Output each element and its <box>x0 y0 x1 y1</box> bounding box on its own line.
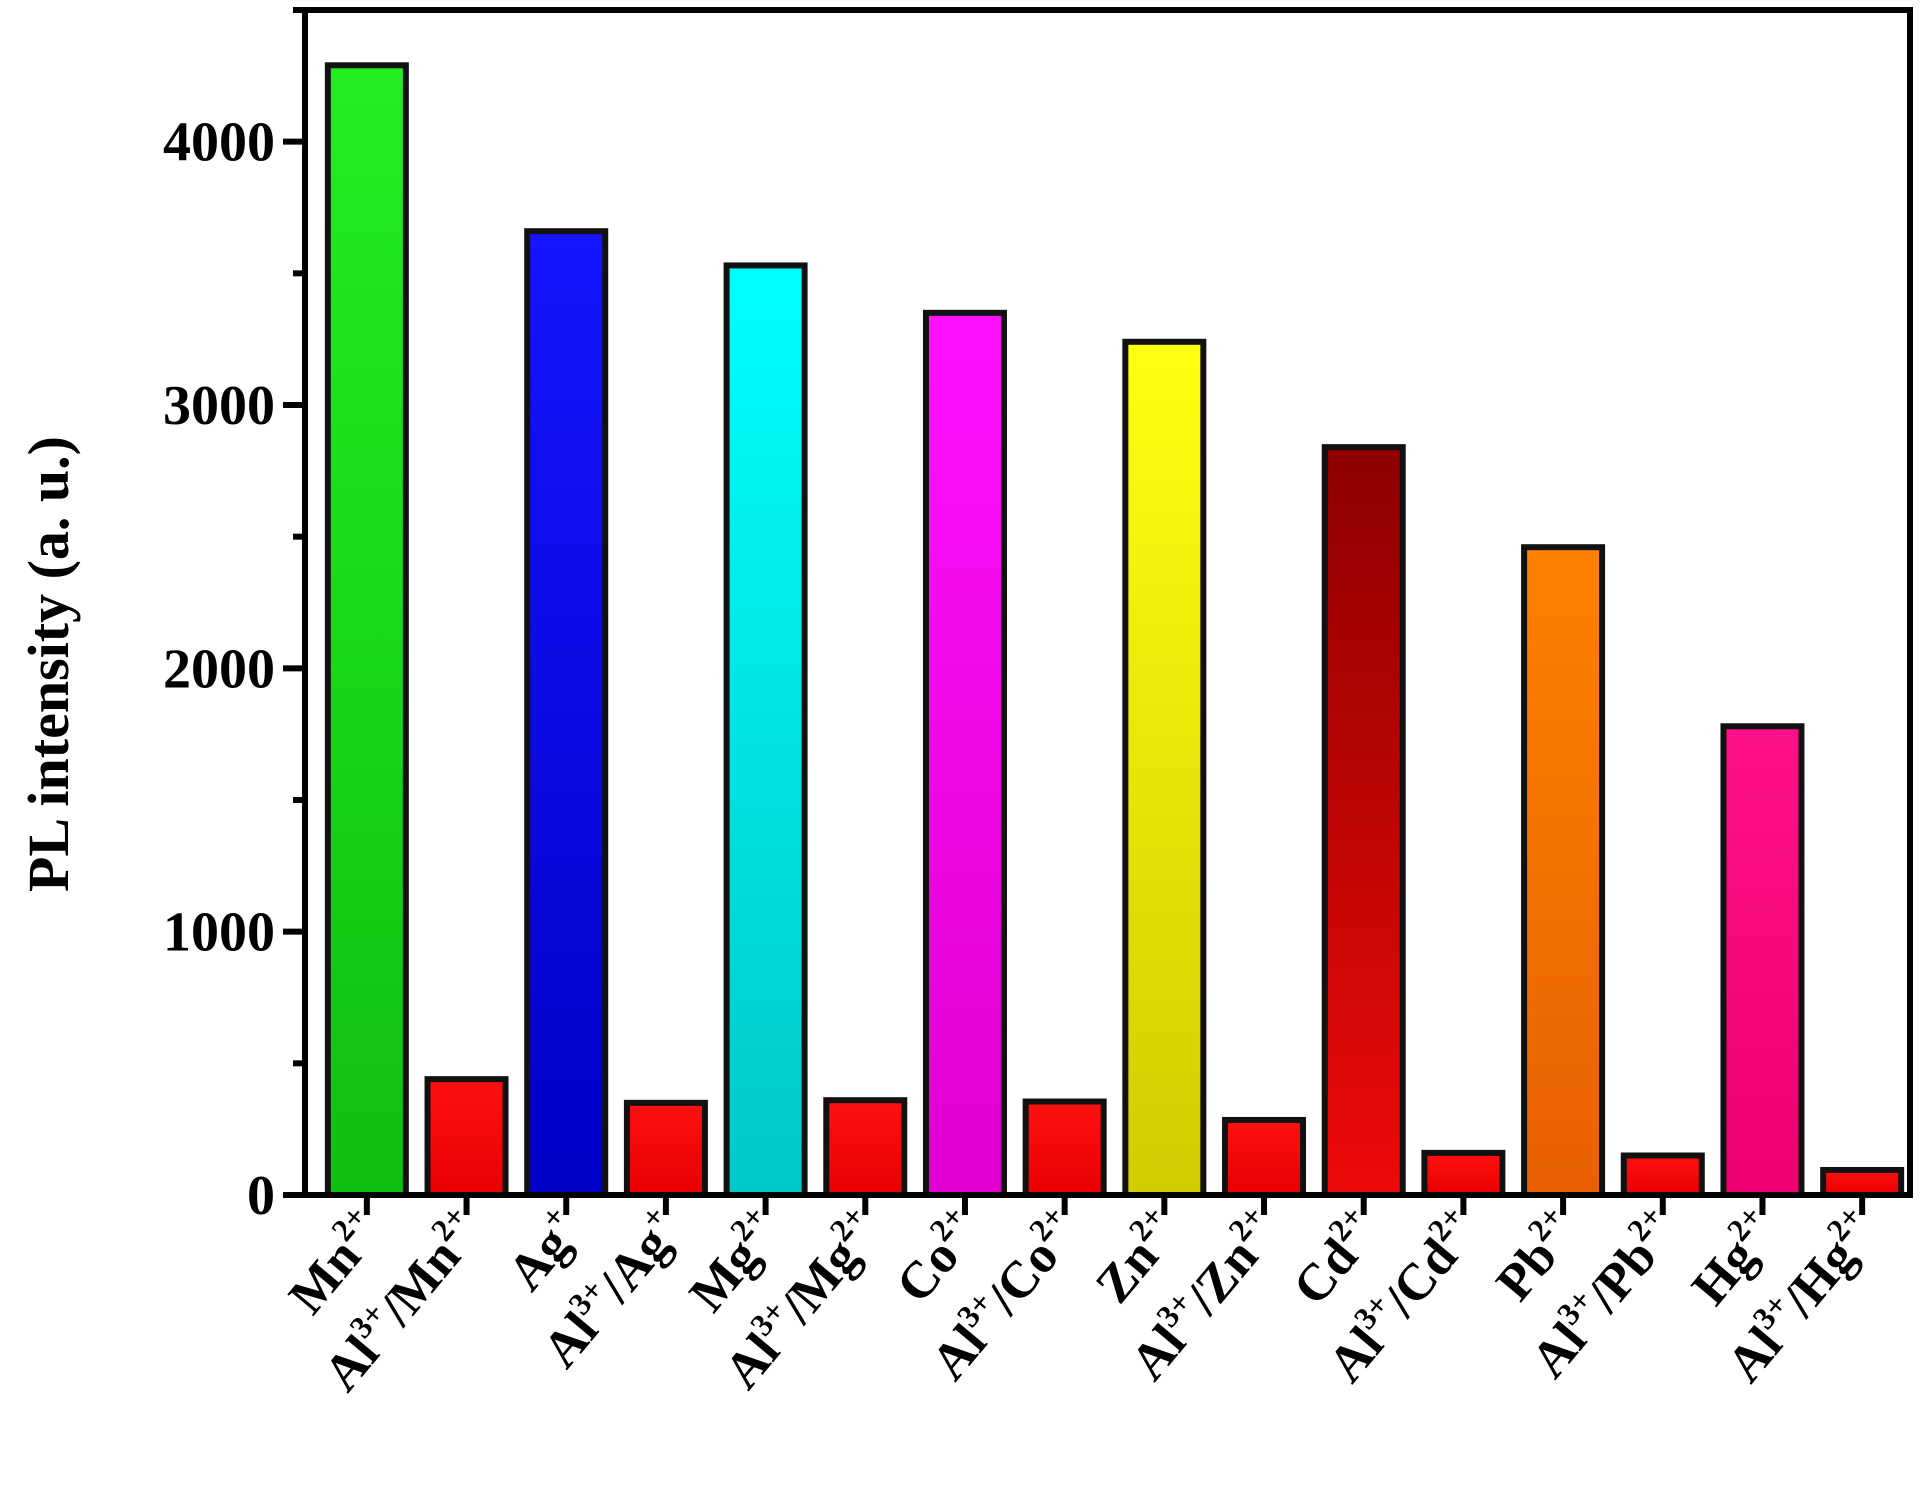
plot-frame <box>302 7 1913 1198</box>
bar-5 <box>723 262 808 1198</box>
bar-16 <box>1820 1166 1905 1198</box>
bar-4 <box>623 1099 708 1199</box>
bar-3 <box>524 228 609 1198</box>
bar-10 <box>1222 1116 1307 1198</box>
bar-8 <box>1022 1098 1107 1199</box>
y-tick-label: 4000 <box>163 112 275 174</box>
bars-group <box>324 62 1905 1199</box>
x-category-label: Al3+/Hg2+ <box>1712 1198 1890 1393</box>
bar-12 <box>1421 1149 1506 1199</box>
bar-14 <box>1620 1152 1705 1198</box>
y-tick-label: 0 <box>247 1165 275 1227</box>
bar-1 <box>324 62 409 1198</box>
bar-13 <box>1521 544 1606 1198</box>
bar-15 <box>1720 723 1805 1198</box>
x-axis: Mn2+Al3+/Mn2+ Ag+Al3+/Ag+Mg2+Al3+/Mg2+Co2… <box>278 1195 1890 1402</box>
bar-7 <box>922 309 1007 1199</box>
y-tick-label: 3000 <box>163 375 275 437</box>
bar-6 <box>823 1097 908 1198</box>
bar-9 <box>1122 338 1207 1198</box>
y-tick-label: 1000 <box>163 902 275 964</box>
plot-border <box>302 7 1913 1198</box>
svg-text:Al3+/Hg2+: Al3+/Hg2+ <box>1712 1198 1890 1393</box>
bar-2 <box>424 1076 509 1198</box>
y-tick-label: 2000 <box>163 638 275 700</box>
bar-11 <box>1321 444 1406 1198</box>
y-axis-label: PL intensity (a. u.) <box>16 436 81 892</box>
y-axis: 0 1000 2000 3000 4000 <box>163 7 305 1227</box>
